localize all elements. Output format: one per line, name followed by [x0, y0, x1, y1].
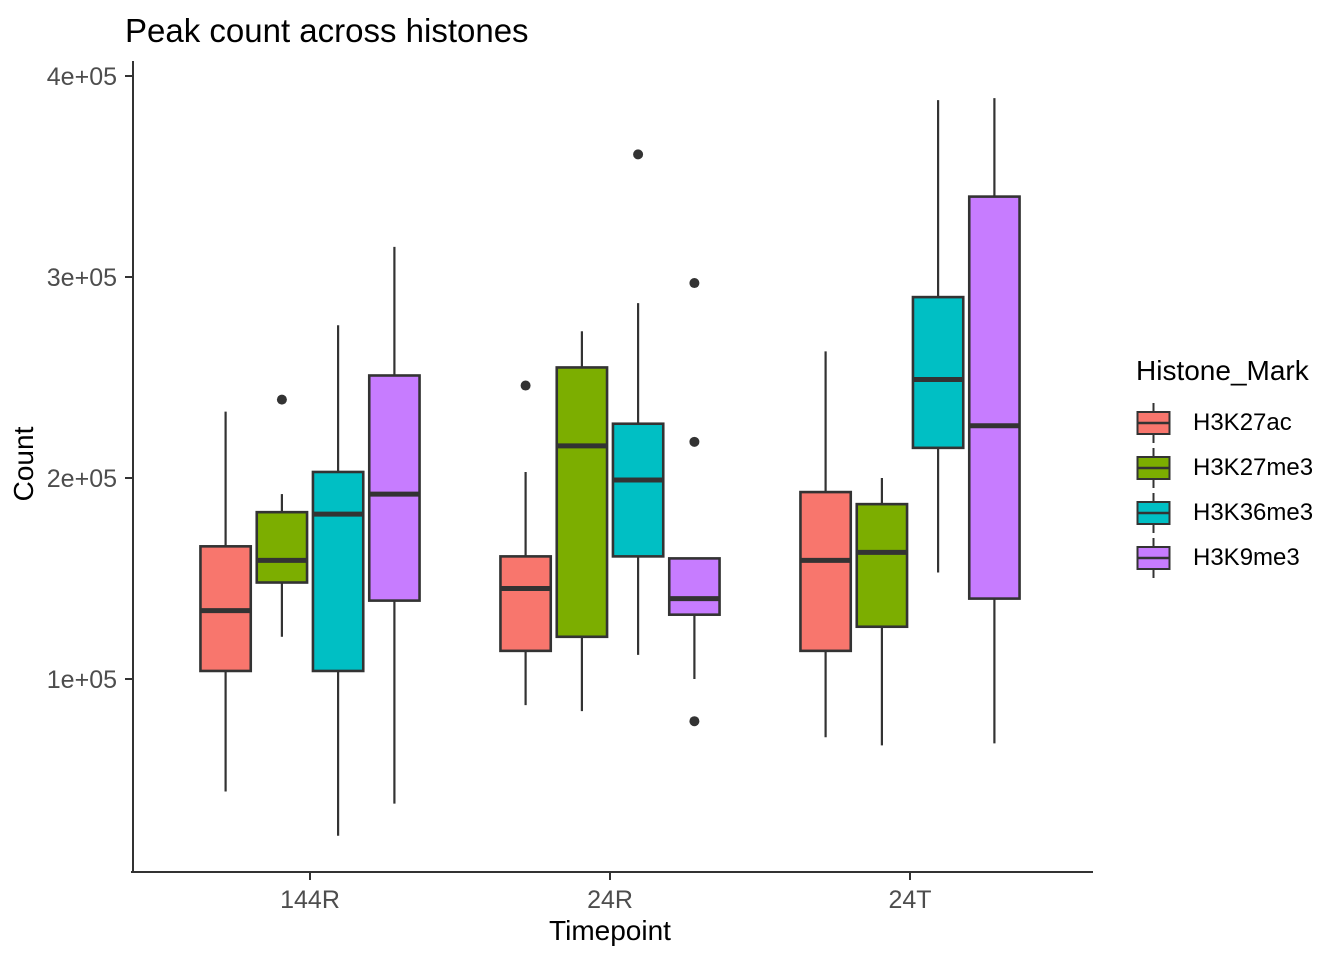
iqr-box — [367, 374, 421, 602]
iqr-box — [855, 502, 909, 629]
boxplot-H3K27ac-24R — [499, 380, 553, 706]
boxplot-H3K27me3-144R — [255, 394, 309, 637]
iqr-box — [255, 510, 309, 584]
iqr-box — [967, 195, 1021, 600]
boxplot-H3K9me3-24T — [967, 98, 1021, 744]
x-tick-label: 144R — [280, 886, 340, 914]
iqr-box — [311, 470, 365, 673]
y-tick-label: 4e+05 — [47, 63, 117, 91]
legend-key-boxplot-icon — [1136, 538, 1171, 578]
legend-item-H3K9me3: H3K9me3 — [1136, 536, 1341, 580]
boxplot-H3K27ac-144R — [199, 411, 253, 792]
iqr-box — [799, 490, 853, 653]
iqr-box — [667, 557, 721, 616]
outlier-point — [689, 716, 700, 727]
outlier-point — [520, 380, 531, 391]
boxplot-H3K9me3-144R — [367, 246, 421, 804]
legend-item-H3K27ac: H3K27ac — [1136, 401, 1341, 445]
iqr-box — [911, 295, 965, 450]
outlier-point — [689, 436, 700, 447]
legend-key-boxplot-icon — [1136, 493, 1171, 533]
y-tick-label: 2e+05 — [47, 465, 117, 493]
chart-title: Peak count across histones — [125, 12, 529, 49]
boxplot-H3K36me3-24T — [911, 100, 965, 573]
legend-item-H3K36me3: H3K36me3 — [1136, 491, 1341, 535]
iqr-box — [611, 422, 665, 558]
boxplot-H3K27ac-24T — [799, 351, 853, 738]
outlier-point — [689, 278, 700, 289]
legend-title: Histone_Mark — [1136, 355, 1309, 386]
legend-item-H3K27me3: H3K27me3 — [1136, 446, 1341, 490]
legend-label: H3K27ac — [1193, 409, 1292, 436]
legend-key-boxplot-icon — [1136, 403, 1171, 443]
outlier-point — [276, 394, 287, 405]
y-tick-label: 3e+05 — [47, 264, 117, 292]
x-tick-label: 24R — [587, 886, 633, 914]
y-axis-title: Count — [8, 426, 39, 502]
legend-label: H3K9me3 — [1193, 544, 1300, 571]
legend: Histone_Mark H3K27ac H3K27me3 H3K36me3 H3K9… — [1136, 355, 1341, 581]
legend-item-list: H3K27ac H3K27me3 H3K36me3 H3K9me3 — [1136, 401, 1341, 580]
boxplot-H3K27me3-24R — [555, 331, 609, 712]
iqr-box — [555, 366, 609, 639]
legend-key-boxplot-icon — [1136, 448, 1171, 488]
iqr-box — [499, 555, 553, 653]
boxplot-H3K36me3-24R — [611, 149, 665, 655]
y-tick-label: 1e+05 — [47, 666, 117, 694]
x-tick-label: 24T — [888, 886, 931, 914]
boxplot-H3K9me3-24R — [667, 278, 721, 727]
legend-label: H3K27me3 — [1193, 454, 1314, 481]
x-axis-title: Timepoint — [549, 915, 671, 946]
boxplot-H3K27me3-24T — [855, 478, 909, 746]
legend-label: H3K36me3 — [1193, 499, 1314, 526]
outlier-point — [633, 149, 644, 160]
boxplot-H3K36me3-144R — [311, 325, 365, 836]
